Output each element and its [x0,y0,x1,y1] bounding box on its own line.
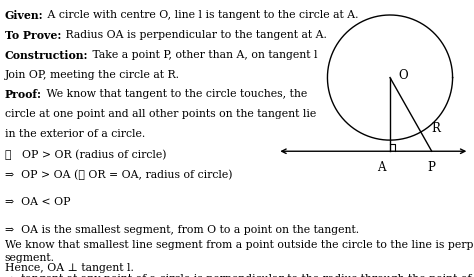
Text: Join OP, meeting the circle at R.: Join OP, meeting the circle at R. [5,70,180,79]
Text: O: O [398,69,408,82]
Text: Radius OA is perpendicular to the tangent at A.: Radius OA is perpendicular to the tangen… [62,30,327,40]
Text: P: P [428,161,436,174]
Text: R: R [431,122,440,135]
Text: in the exterior of a circle.: in the exterior of a circle. [5,129,145,139]
Text: A circle with centre O, line l is tangent to the circle at A.: A circle with centre O, line l is tangen… [44,10,359,20]
Text: Take a point P, other than A, on tangent l: Take a point P, other than A, on tangent… [89,50,318,60]
Text: ⇒  tangent at any point of a circle is perpendicular to the radius through the p: ⇒ tangent at any point of a circle is pe… [5,274,474,277]
Text: We know that tangent to the circle touches, the: We know that tangent to the circle touch… [43,89,307,99]
Text: circle at one point and all other points on the tangent lie: circle at one point and all other points… [5,109,316,119]
Text: ⇒  OA < OP: ⇒ OA < OP [5,197,70,207]
Text: A: A [377,161,386,174]
Text: Hence, OA ⊥ tangent l.: Hence, OA ⊥ tangent l. [5,263,134,273]
Text: Construction:: Construction: [5,50,88,61]
Text: To Prove:: To Prove: [5,30,61,41]
Text: We know that smallest line segment from a point outside the circle to the line i: We know that smallest line segment from … [5,240,474,250]
Text: ⇒  OA is the smallest segment, from O to a point on the tangent.: ⇒ OA is the smallest segment, from O to … [5,225,359,235]
Text: Given:: Given: [5,10,43,21]
Text: ∴   OP > OR (radius of circle): ∴ OP > OR (radius of circle) [5,149,166,160]
Text: Proof:: Proof: [5,89,42,101]
Text: segment.: segment. [5,253,55,263]
Text: ⇒  OP > OA (∵ OR = OA, radius of circle): ⇒ OP > OA (∵ OR = OA, radius of circle) [5,169,232,180]
